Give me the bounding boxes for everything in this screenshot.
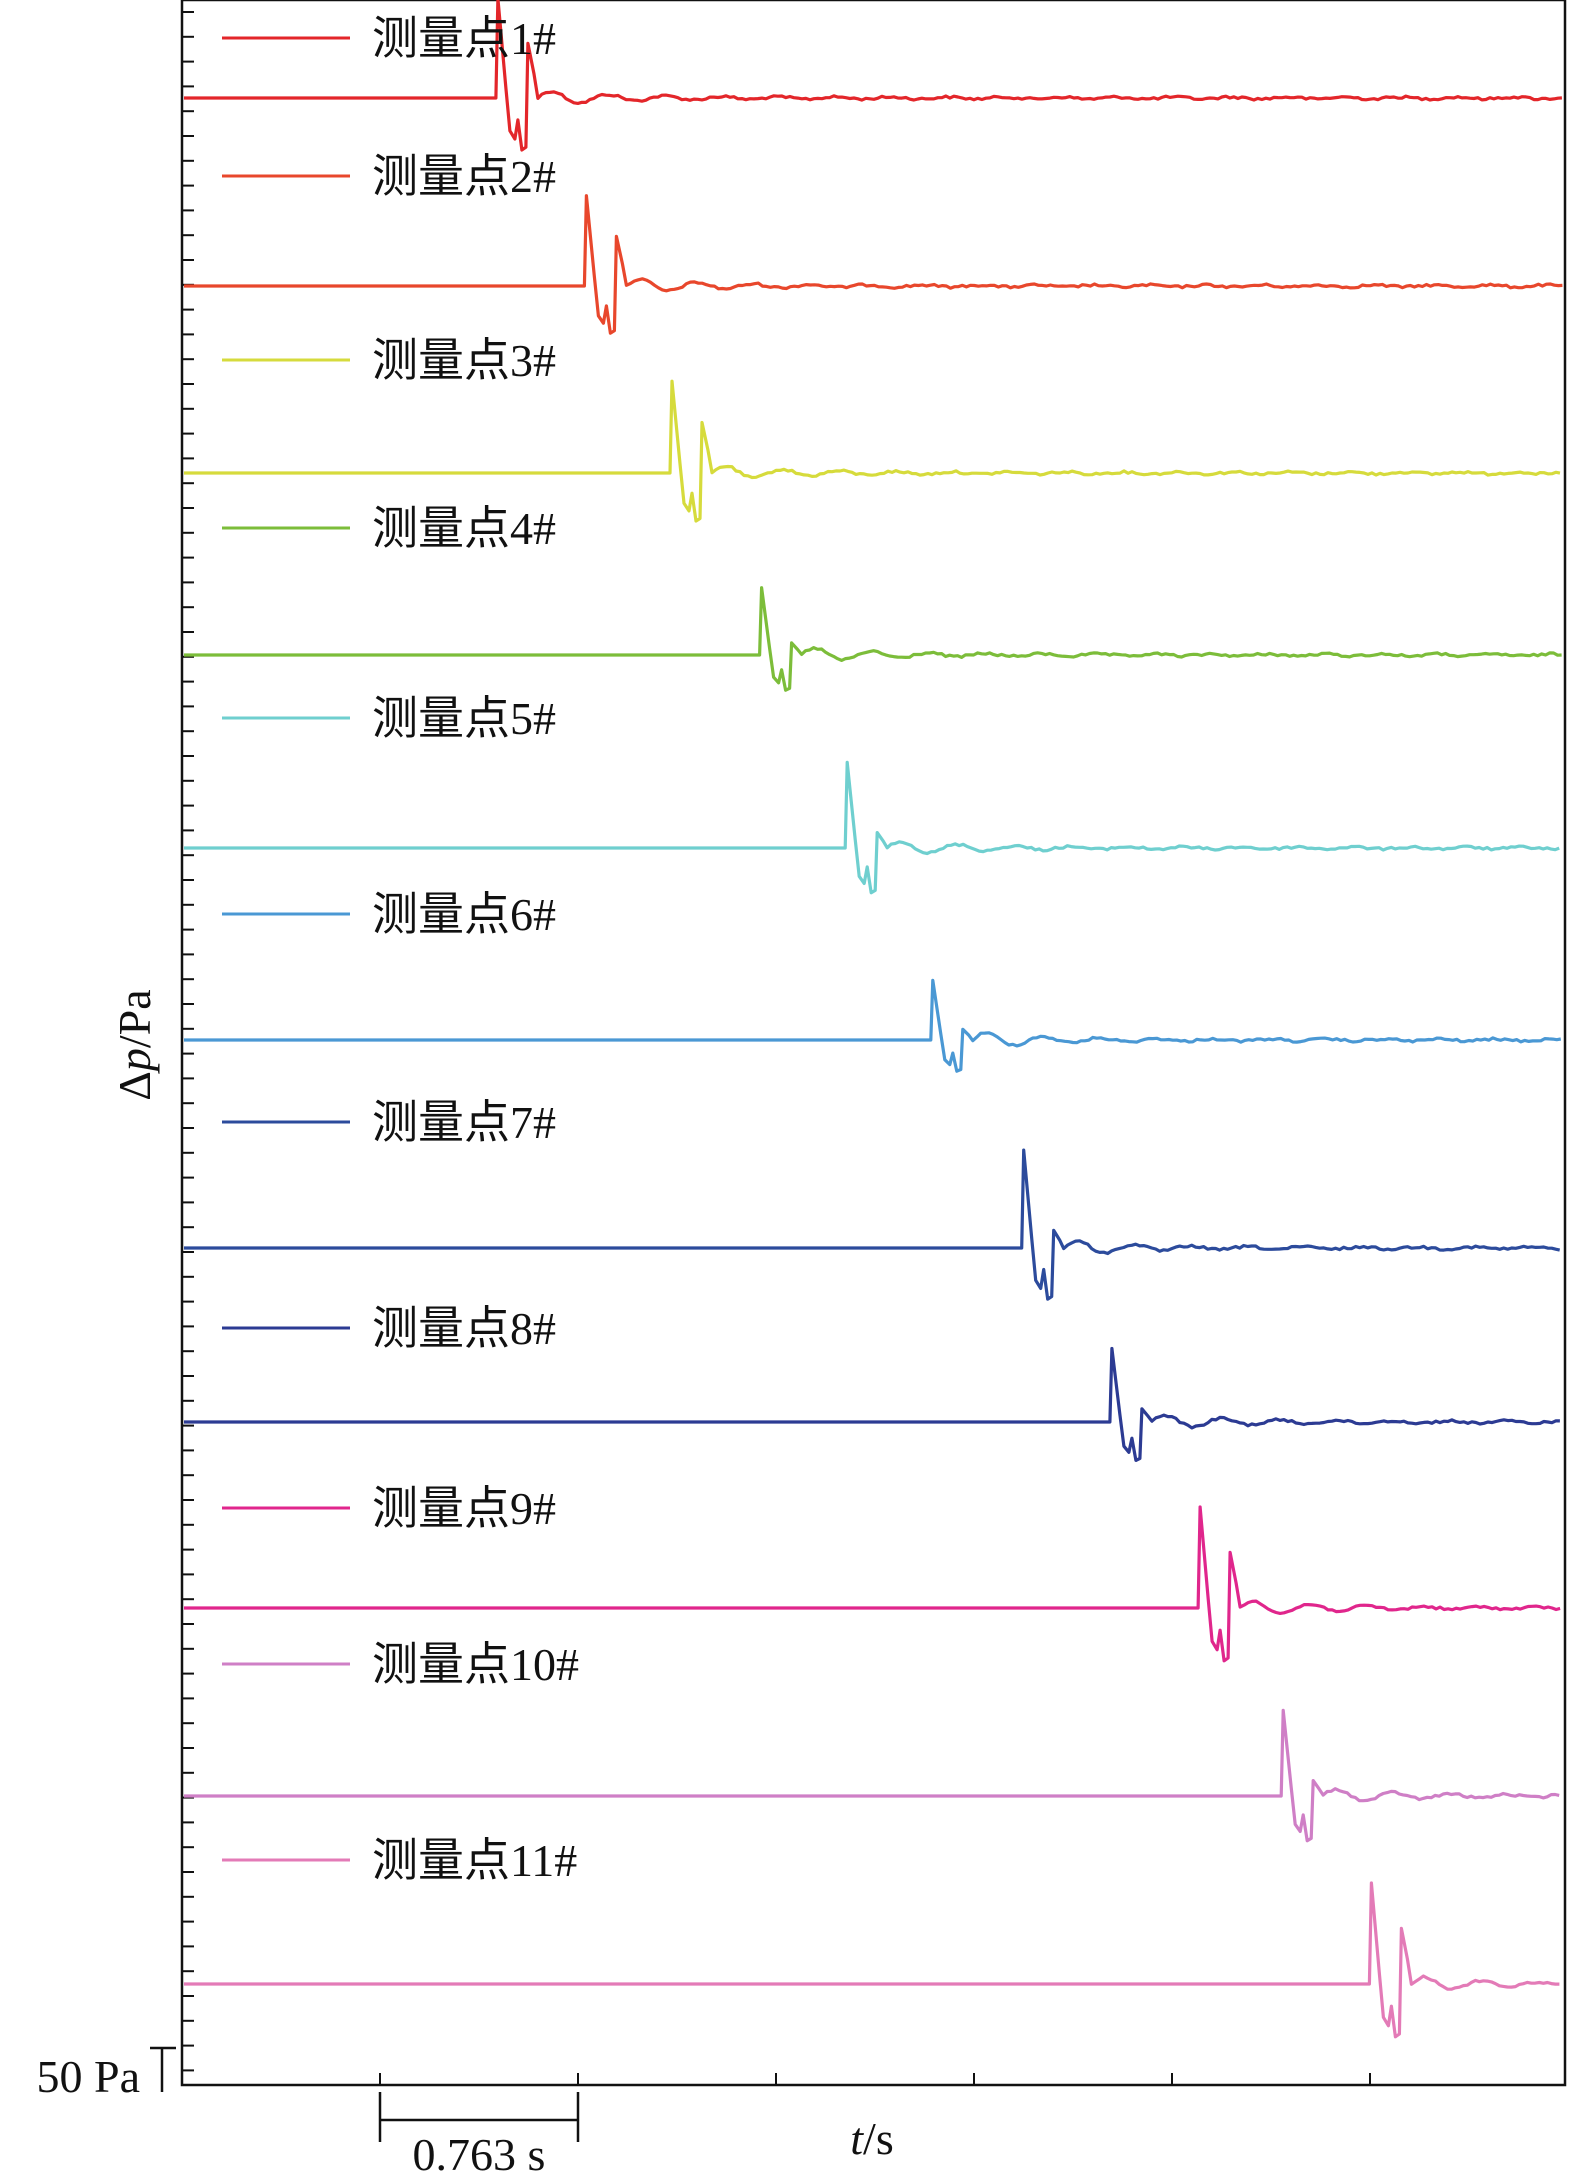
legend-label-8: 测量点8# [372, 1303, 556, 1354]
legend-entry-9: 测量点9# [222, 1483, 556, 1534]
legend-label-5: 测量点5# [372, 693, 556, 744]
legend-entry-4: 测量点4# [222, 503, 556, 554]
series-trace-8 [184, 1346, 1560, 1462]
legend-label-6: 测量点6# [372, 889, 556, 940]
x-scale-bar-label: 0.763 s [413, 2129, 546, 2175]
legend-label-2: 测量点2# [372, 151, 556, 202]
y-scale-bar: 50 Pa [37, 2046, 176, 2102]
legend-label-11: 测量点11# [372, 1835, 577, 1886]
series-traces [184, 0, 1563, 2039]
axis-ticks [182, 11, 1371, 2085]
legend-entry-10: 测量点10# [222, 1639, 579, 1690]
series-trace-9 [184, 1505, 1561, 1663]
y-axis-label-var: p [109, 1048, 160, 1074]
series-trace-6 [184, 978, 1562, 1073]
legend-entry-6: 测量点6# [222, 889, 556, 940]
legend-label-3: 测量点3# [372, 335, 556, 386]
legend-label-10: 测量点10# [372, 1639, 579, 1690]
y-axis-label-prefix: Δ [109, 1071, 160, 1101]
legend-label-4: 测量点4# [372, 503, 556, 554]
legend-label-7: 测量点7# [372, 1097, 556, 1148]
legend-entry-11: 测量点11# [222, 1835, 577, 1886]
x-axis-label-var: t [850, 2113, 864, 2164]
series-trace-2 [184, 194, 1563, 335]
y-axis-label: Δp/Pa [109, 989, 160, 1100]
legend-entry-5: 测量点5# [222, 693, 556, 744]
series-trace-3 [184, 379, 1561, 523]
x-axis-label: t/s [850, 2113, 893, 2164]
series-trace-11 [184, 1881, 1560, 2039]
legend-entry-3: 测量点3# [222, 335, 556, 386]
series-trace-1 [184, 0, 1563, 152]
legend-label-9: 测量点9# [372, 1483, 556, 1534]
y-axis-label-unit: /Pa [109, 989, 160, 1048]
plot-border [180, 0, 1567, 2087]
x-scale-bar: 0.763 s [378, 2092, 580, 2175]
series-trace-7 [184, 1148, 1561, 1301]
legend-entry-7: 测量点7# [222, 1097, 556, 1148]
legend-label-1: 测量点1# [372, 13, 556, 64]
series-trace-5 [184, 760, 1560, 895]
legend-entry-2: 测量点2# [222, 151, 556, 202]
plot-frame [180, 0, 1567, 2087]
series-legends: 测量点1# 测量点2# 测量点3# 测量点4# 测量点5# 测量点6# 测量点7# 测量点8#… [222, 13, 579, 1886]
series-trace-4 [184, 586, 1562, 692]
x-axis-label-unit: /s [863, 2113, 894, 2164]
series-trace-10 [184, 1708, 1560, 1843]
y-scale-bar-label: 50 Pa [37, 2051, 141, 2102]
legend-entry-8: 测量点8# [222, 1303, 556, 1354]
legend-entry-1: 测量点1# [222, 13, 556, 64]
